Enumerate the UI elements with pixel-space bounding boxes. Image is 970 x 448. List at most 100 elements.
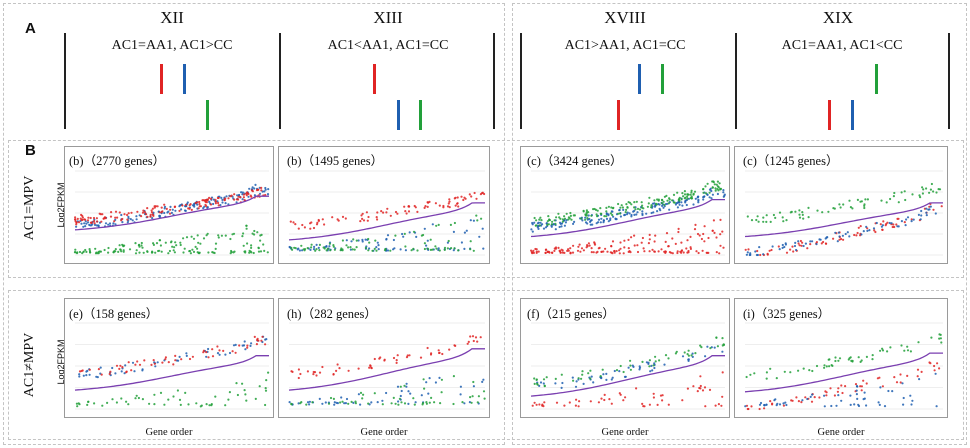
- data-point-blue: [437, 247, 440, 250]
- data-point-blue: [744, 405, 747, 408]
- data-point-red: [121, 366, 124, 369]
- data-point-green: [866, 198, 869, 201]
- data-point-red: [145, 213, 148, 216]
- data-point-red: [233, 198, 236, 201]
- data-point-green: [553, 219, 556, 222]
- row-top-frame: [8, 140, 964, 278]
- data-point-red: [297, 227, 300, 230]
- data-point-green: [755, 218, 758, 222]
- plot-title: (b)（2770 genes）: [69, 154, 166, 168]
- data-point-green: [371, 249, 374, 252]
- data-point-red: [108, 372, 111, 376]
- data-point-blue: [748, 253, 751, 257]
- data-point-green: [663, 203, 666, 206]
- data-point-red: [457, 205, 460, 208]
- data-point-green: [930, 182, 933, 186]
- scatter-svg-5: [288, 322, 486, 410]
- mpv-curve: [74, 195, 269, 231]
- data-point-green: [367, 237, 370, 241]
- scatter-svg-0: [73, 170, 270, 256]
- data-point-blue: [765, 403, 768, 406]
- data-point-green: [172, 249, 175, 252]
- data-point-blue: [309, 248, 312, 251]
- data-point-blue: [795, 248, 798, 252]
- data-point-green: [264, 403, 267, 407]
- data-point-red: [707, 236, 710, 240]
- data-point-blue: [775, 404, 778, 407]
- data-point-blue: [904, 224, 907, 227]
- data-point-blue: [571, 376, 574, 379]
- data-point-red: [315, 223, 319, 226]
- data-point-blue: [721, 350, 724, 353]
- data-point-green: [547, 223, 550, 226]
- data-point-red: [862, 379, 865, 382]
- data-point-red: [299, 372, 302, 376]
- data-point-blue: [472, 219, 475, 222]
- data-point-green: [167, 398, 170, 401]
- data-point-red: [180, 358, 183, 361]
- data-point-green: [423, 387, 426, 390]
- data-point-red: [854, 383, 858, 386]
- data-point-red: [554, 246, 558, 249]
- data-point-red: [769, 400, 772, 403]
- data-point-blue: [236, 194, 239, 197]
- data-point-green: [769, 367, 772, 370]
- data-point-green: [886, 350, 889, 353]
- mpv-curve: [74, 355, 269, 391]
- data-point-red: [604, 247, 607, 250]
- data-point-red: [238, 344, 241, 347]
- data-point-red: [205, 351, 208, 354]
- data-point-red: [578, 400, 581, 403]
- data-point-blue: [221, 201, 224, 204]
- data-point-blue: [482, 378, 485, 381]
- group-roman-xiii: XIII: [373, 8, 403, 27]
- data-point-blue: [129, 218, 132, 221]
- data-point-green: [595, 213, 598, 216]
- data-point-green: [563, 217, 567, 220]
- data-point-red: [217, 204, 220, 207]
- data-point-red: [227, 197, 230, 200]
- data-point-green: [140, 241, 143, 245]
- data-point-green: [939, 333, 942, 336]
- data-point-green: [354, 400, 357, 403]
- data-point-red: [448, 200, 451, 203]
- data-point-red: [109, 370, 112, 373]
- data-point-red: [750, 405, 753, 408]
- data-point-red: [859, 385, 862, 388]
- data-point-red: [841, 391, 844, 395]
- data-point-green: [617, 212, 620, 215]
- data-point-green: [428, 401, 431, 404]
- data-point-red: [721, 371, 724, 374]
- data-point-green: [326, 247, 329, 250]
- data-point-red: [881, 228, 884, 231]
- data-point-green: [635, 200, 638, 203]
- data-point-red: [696, 232, 700, 236]
- data-point-red: [623, 239, 626, 242]
- data-point-blue: [124, 364, 127, 367]
- data-point-red: [530, 249, 533, 252]
- left-group-frame: [3, 3, 505, 445]
- data-point-red: [825, 394, 828, 397]
- data-point-green: [435, 247, 438, 250]
- data-point-green: [663, 195, 666, 198]
- data-point-red: [447, 202, 450, 205]
- data-point-green: [122, 249, 125, 252]
- data-point-green: [483, 397, 486, 400]
- data-point-blue: [902, 403, 905, 406]
- data-point-green: [921, 186, 924, 189]
- data-point-red: [813, 396, 816, 399]
- data-point-red: [660, 248, 663, 251]
- data-point-green: [629, 364, 632, 367]
- data-point-blue: [225, 195, 228, 198]
- data-point-blue: [392, 248, 395, 251]
- data-point-red: [453, 344, 456, 347]
- data-point-blue: [781, 246, 784, 249]
- data-point-green: [262, 243, 265, 246]
- data-point-green: [188, 250, 191, 253]
- data-point-blue: [635, 213, 638, 216]
- row-bottom-frame: [8, 290, 964, 440]
- data-point-green: [753, 372, 756, 375]
- data-point-blue: [345, 239, 348, 242]
- data-point-green: [621, 206, 624, 209]
- data-point-blue: [78, 373, 81, 376]
